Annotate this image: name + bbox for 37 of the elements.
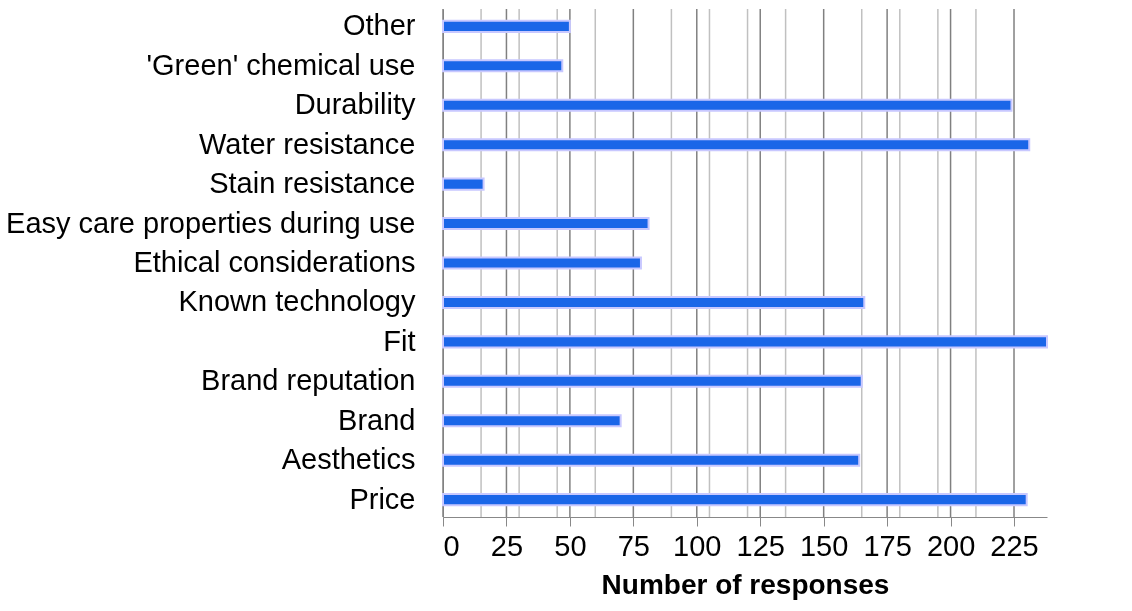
bar <box>442 98 1013 112</box>
y-tick-label: Brand <box>338 403 416 436</box>
x-tick-label: 150 <box>799 529 849 562</box>
x-tick-label: 225 <box>990 529 1039 562</box>
bar <box>442 256 642 270</box>
bar <box>442 59 564 73</box>
bar <box>442 138 1031 152</box>
y-tick-label: Durability <box>294 88 416 121</box>
bar <box>442 374 863 388</box>
y-tick-label: 'Green' chemical use <box>146 48 416 81</box>
y-tick-label: Price <box>349 482 416 515</box>
x-axis-title: Number of responses <box>601 568 890 600</box>
y-tick-label: Fit <box>383 324 416 357</box>
bar <box>442 414 622 428</box>
y-tick-label: Other <box>342 9 416 42</box>
bar <box>442 19 571 33</box>
y-tick-label: Brand reputation <box>201 364 416 397</box>
y-tick-label: Stain resistance <box>209 167 416 200</box>
y-tick-label: Aesthetics <box>281 443 416 476</box>
y-tick-label: Known technology <box>178 285 416 318</box>
y-tick-label: Water resistance <box>199 127 416 160</box>
bar <box>442 493 1028 507</box>
y-tick-label: Ethical considerations <box>133 246 416 278</box>
bar <box>442 295 866 309</box>
bar <box>442 217 650 231</box>
bar <box>442 335 1048 349</box>
bar <box>442 453 861 467</box>
y-tick-label: Easy care properties during use <box>6 206 416 239</box>
x-tick-label: 50 <box>554 529 587 562</box>
bar <box>442 177 485 191</box>
x-tick-label: 100 <box>673 529 722 562</box>
x-tick-label: 25 <box>490 529 524 562</box>
x-tick-label: 200 <box>926 529 976 562</box>
x-tick-label: 125 <box>736 529 785 562</box>
x-tick-label: 175 <box>863 529 912 562</box>
x-tick-label: 0 <box>443 529 460 562</box>
x-tick-label: 75 <box>617 529 650 562</box>
